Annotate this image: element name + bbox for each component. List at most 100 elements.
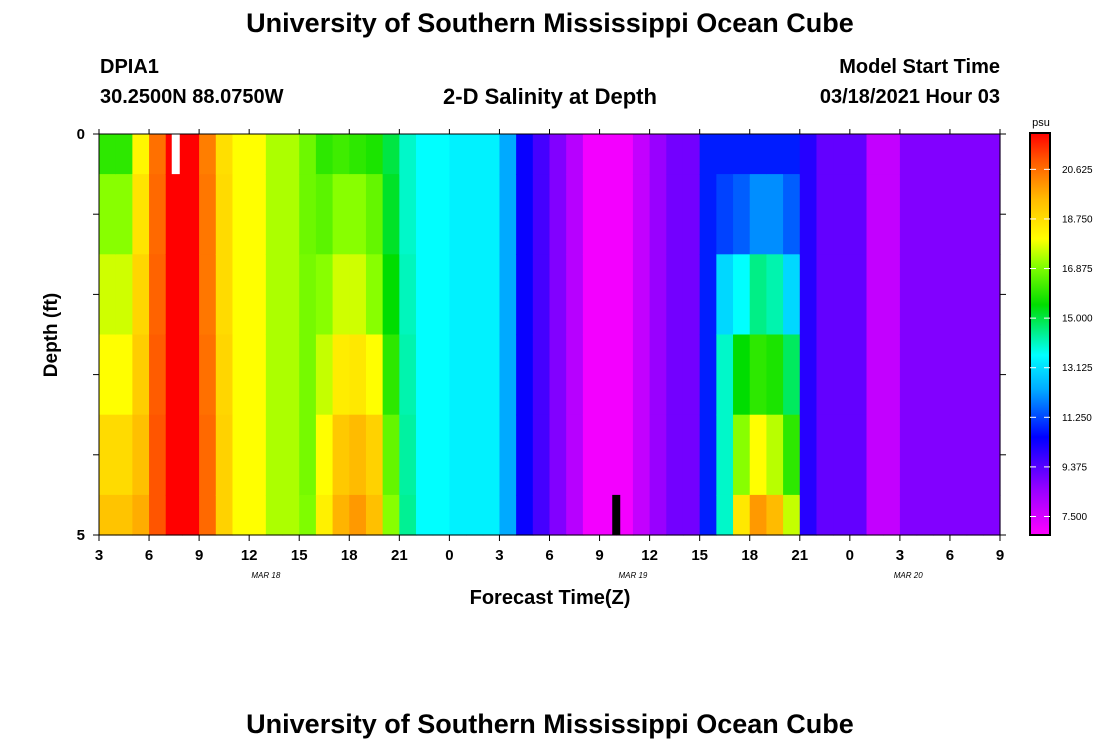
heatmap-cell: [616, 174, 633, 255]
heatmap-cell: [967, 134, 984, 175]
x-tick-label: 18: [341, 547, 358, 564]
heatmap-cell: [816, 134, 833, 175]
x-tick-label: 15: [291, 547, 308, 564]
heatmap-cell: [700, 174, 717, 255]
heatmap-cell: [950, 335, 967, 416]
heatmap-cell: [333, 174, 350, 255]
heatmap-cell: [800, 174, 817, 255]
heatmap-cell: [867, 335, 884, 416]
heatmap-cell: [132, 134, 149, 175]
colorbar-unit: psu: [1032, 117, 1050, 129]
heatmap-cell: [800, 415, 817, 496]
heatmap-cell: [750, 134, 767, 175]
x-tick-label: 9: [996, 547, 1004, 564]
heatmap-cell: [299, 335, 316, 416]
heatmap-cell: [366, 495, 383, 536]
heatmap-cell: [116, 415, 133, 496]
heatmap-cell: [683, 254, 700, 335]
heatmap-cell: [733, 495, 750, 536]
heatmap-cell: [249, 415, 266, 496]
heatmap-cell: [116, 335, 133, 416]
heatmap-cell: [733, 415, 750, 496]
heatmap-cell: [99, 495, 116, 536]
heatmap-cell: [633, 254, 650, 335]
heatmap-cell: [366, 134, 383, 175]
heatmap-cell: [983, 254, 1000, 335]
heatmap-cell: [700, 495, 717, 536]
heatmap-cell: [199, 335, 216, 416]
heatmap-cell: [466, 254, 483, 335]
heatmap-cell: [349, 415, 366, 496]
heatmap-cell: [266, 495, 283, 536]
heatmap-cell: [99, 335, 116, 416]
heatmap-cell: [917, 415, 934, 496]
heatmap-cell: [516, 254, 533, 335]
heatmap-cell: [883, 415, 900, 496]
salinity-heatmap: 3 6 9 12 15 18 21 0 3 6 9 12 15 18 21 0 3 6 9 MAR 18 MAR 19 M…: [0, 0, 1100, 640]
heatmap-cell: [600, 415, 617, 496]
heatmap-cell: [216, 415, 233, 496]
heatmap-cell: [316, 495, 333, 536]
heatmap-cell: [349, 134, 366, 175]
heatmap-cell: [199, 134, 216, 175]
heatmap-cell: [716, 174, 733, 255]
heatmap-cell: [416, 134, 433, 175]
heatmap-cell: [99, 174, 116, 255]
heatmap-cell: [917, 495, 934, 536]
x-tick-label: 6: [145, 547, 153, 564]
colorbar-tick-label: 18.750: [1062, 214, 1093, 225]
heatmap-cell: [783, 415, 800, 496]
heatmap-cell: [483, 495, 500, 536]
heatmap-cell: [299, 495, 316, 536]
heatmap-cell: [816, 174, 833, 255]
heatmap-cell: [249, 134, 266, 175]
heatmap-cell: [416, 495, 433, 536]
heatmap-cell: [182, 174, 199, 255]
heatmap-cell: [716, 254, 733, 335]
x-tick-label: 0: [445, 547, 453, 564]
heatmap-cell: [399, 335, 416, 416]
heatmap-cell: [216, 134, 233, 175]
x-tick-label: 3: [495, 547, 503, 564]
heatmap-cell: [499, 335, 516, 416]
heatmap-cell: [283, 174, 300, 255]
heatmap-cell: [299, 415, 316, 496]
heatmap-cell: [616, 335, 633, 416]
heatmap-cell: [716, 335, 733, 416]
heatmap-cell: [900, 254, 917, 335]
heatmap-cell: [232, 174, 249, 255]
heatmap-cell: [750, 495, 767, 536]
heatmap-cell: [283, 335, 300, 416]
heatmap-cell: [116, 254, 133, 335]
heatmap-cell: [449, 495, 466, 536]
y-axis-label: Depth (ft): [41, 293, 62, 377]
heatmap-cell: [933, 415, 950, 496]
heatmap-cell: [666, 415, 683, 496]
heatmap-cell: [149, 415, 166, 496]
heatmap-cell: [499, 495, 516, 536]
heatmap-cell: [333, 134, 350, 175]
heatmap-cell: [900, 415, 917, 496]
heatmap-cell: [550, 495, 567, 536]
heatmap-cell: [883, 134, 900, 175]
heatmap-cell: [983, 415, 1000, 496]
heatmap-cell: [950, 174, 967, 255]
heatmap-cell: [816, 415, 833, 496]
heatmap-cell: [616, 254, 633, 335]
heatmap-cell: [850, 174, 867, 255]
heatmap-cell: [783, 495, 800, 536]
footer-title: University of Southern Mississippi Ocean…: [0, 709, 1100, 740]
heatmap-cell: [416, 415, 433, 496]
heatmap-cell: [516, 174, 533, 255]
heatmap-cell: [299, 134, 316, 175]
heatmap-cell: [533, 415, 550, 496]
heatmap-cell: [583, 335, 600, 416]
heatmap-cell: [566, 254, 583, 335]
heatmap-cell: [933, 174, 950, 255]
heatmap-cell: [449, 254, 466, 335]
heatmap-cell: [99, 415, 116, 496]
heatmap-cell: [483, 415, 500, 496]
heatmap-cell: [216, 495, 233, 536]
heatmap-cell: [700, 134, 717, 175]
heatmap-cell: [99, 134, 116, 175]
